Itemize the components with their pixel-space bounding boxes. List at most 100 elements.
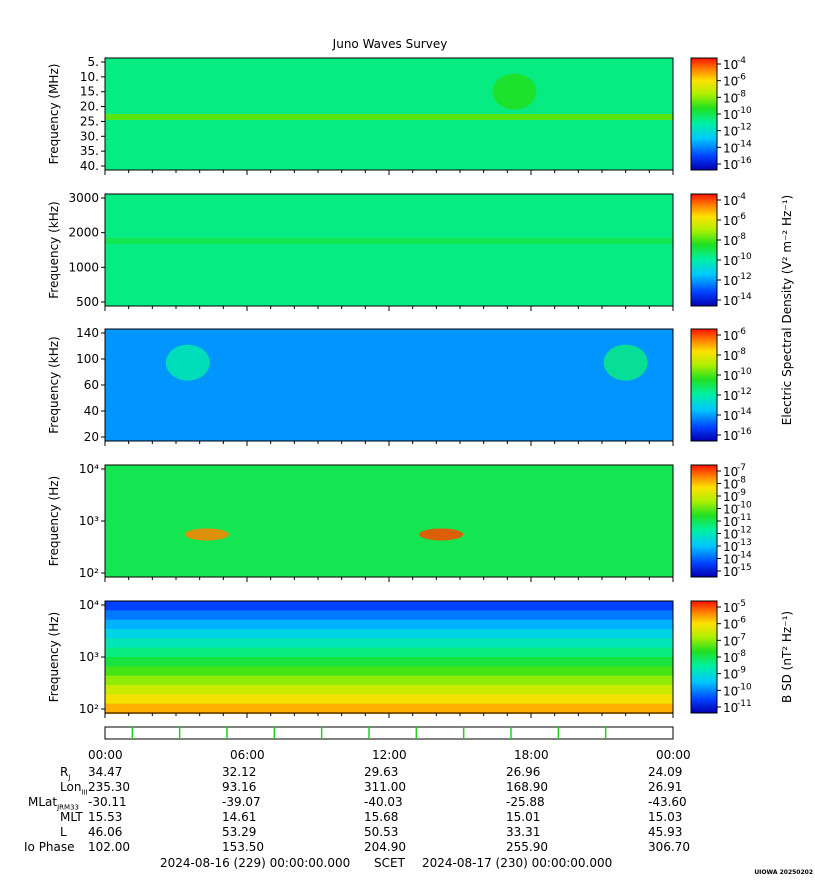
colorbar-tick-base-2-4: 10 [723,409,738,423]
panel-band-1-0 [105,237,673,244]
colorbar-tick-exp-2-4: -14 [737,407,752,417]
ephemeris-value-3-2: 15.68 [364,810,399,824]
colorbar-tick-exp-2-1: -8 [737,347,746,357]
colorbar-tick-base-3-7: 10 [723,553,738,567]
colorbar-tick-base-4-4: 10 [723,668,738,682]
y-tick-label-1-1: 2000 [68,226,99,240]
ephemeris-value-0-4: 24.09 [648,765,683,779]
y-tick-label-0-5: 30. [80,129,99,143]
panel-feature-0-1 [492,73,537,110]
panel-gradient-4-0 [105,601,673,612]
ephemeris-label-5: Io Phase [24,840,75,854]
colorbar-1 [690,193,718,307]
y-tick-label-3-2: 10² [79,566,99,580]
ephemeris-value-1-1: 93.16 [222,780,257,794]
colorbar-tick-base-3-2: 10 [723,490,738,504]
colorbar-tick-base-1-2: 10 [723,234,738,248]
colorbar-tick-exp-4-6: -11 [737,699,752,709]
y-tick-label-1-2: 1000 [68,260,99,274]
colorbar-tick-base-3-1: 10 [723,478,738,492]
colorbar-tick-exp-3-5: -12 [737,526,752,536]
colorbar-0 [690,57,718,171]
panel-background-1 [105,194,673,306]
panel-gradient-4-5 [105,647,673,658]
ephemeris-value-3-0: 15.53 [88,810,123,824]
y-tick-label-1-3: 500 [76,295,99,309]
ephemeris-value-2-0: -30.11 [88,795,127,809]
colorbar-tick-base-3-5: 10 [723,528,738,542]
colorbar-tick-base-3-4: 10 [723,515,738,529]
stamp: UIOWA 20250202 [754,869,813,876]
colorbar-tick-exp-3-7: -14 [737,551,752,561]
colorbar-tick-exp-2-5: -16 [737,427,752,437]
ephemeris-value-1-2: 311.00 [364,780,406,794]
colorbar-tick-exp-4-3: -8 [737,649,746,659]
colorbar-tick-base-4-1: 10 [723,618,738,632]
footer-start-time: 2024-08-16 (229) 00:00:00.000 [160,856,351,870]
colorbar-tick-exp-4-2: -7 [737,632,746,642]
colorbar-tick-base-0-3: 10 [723,108,738,122]
colorbar-tick-base-4-6: 10 [723,701,738,715]
colorbar-tick-exp-4-4: -9 [737,666,746,676]
y-tick-label-4-0: 10⁴ [79,598,99,612]
ephemeris-value-2-3: -25.88 [506,795,545,809]
colorbar-tick-exp-1-1: -6 [737,212,746,222]
colorbar-tick-base-3-8: 10 [723,565,738,579]
colorbar-tick-base-2-5: 10 [723,429,738,443]
ephemeris-value-4-2: 50.53 [364,825,399,839]
colorbar-tick-exp-0-1: -6 [737,73,746,83]
ephemeris-label-1: LonIII [60,780,88,797]
colorbar-tick-base-3-3: 10 [723,503,738,517]
footer-end-time: 2024-08-17 (230) 00:00:00.000 [422,856,613,870]
colorbar-tick-exp-0-3: -10 [737,106,752,116]
y-axis-label-3: Frequency (Hz) [47,476,61,567]
panel-gradient-4-11 [105,703,673,714]
panel-background-3 [105,465,673,577]
colorbar-tick-exp-2-0: -6 [737,327,746,337]
panel-feature-2-0 [165,344,210,381]
ephemeris-value-2-2: -40.03 [364,795,403,809]
ephemeris-value-5-0: 102.00 [88,840,130,854]
colorbar-tick-exp-3-3: -10 [737,501,752,511]
colorbar-tick-exp-2-2: -10 [737,367,752,377]
colorbar-tick-base-3-0: 10 [723,465,738,479]
y-tick-label-2-1: 100 [76,352,99,366]
time-tick-label-4: 00:00 [656,748,691,762]
colorbar-tick-exp-3-8: -15 [737,563,752,573]
panel-gradient-4-9 [105,685,673,696]
y-tick-label-0-1: 10. [80,70,99,84]
ephemeris-label-3: MLT [60,810,83,824]
ephemeris-value-0-2: 29.63 [364,765,399,779]
footer-scet: SCET [374,856,405,870]
panel-gradient-4-1 [105,610,673,621]
ephemeris-value-2-4: -43.60 [648,795,687,809]
ephemeris-value-4-1: 53.29 [222,825,257,839]
ephemeris-value-5-2: 204.90 [364,840,406,854]
colorbar-tick-exp-0-6: -16 [737,156,752,166]
y-tick-label-0-4: 25. [80,114,99,128]
colorbar-tick-base-4-3: 10 [723,651,738,665]
ephemeris-value-0-1: 32.12 [222,765,257,779]
colorbar-tick-base-1-3: 10 [723,254,738,268]
ephemeris-value-4-0: 46.06 [88,825,123,839]
ephemeris-value-4-3: 33.31 [506,825,541,839]
panel-gradient-4-8 [105,675,673,686]
colorbar-4 [690,600,718,714]
colorbar-tick-exp-0-2: -8 [737,89,746,99]
time-tick-label-0: 00:00 [88,748,123,762]
colorbar-tick-base-2-1: 10 [723,349,738,363]
colorbar-tick-base-3-6: 10 [723,540,738,554]
y-tick-label-2-2: 60 [84,378,99,392]
time-tick-label-2: 12:00 [372,748,407,762]
colorbar-tick-exp-1-2: -8 [737,232,746,242]
panel-gradient-4-2 [105,619,673,630]
colorbar-tick-exp-4-0: -5 [737,599,746,609]
panel-gradient-4-10 [105,694,673,705]
colorbar-tick-exp-1-0: -4 [737,192,746,202]
ephemeris-sublabel-0: J [68,773,71,782]
ephemeris-value-0-0: 34.47 [88,765,123,779]
y-tick-label-1-0: 3000 [68,191,99,205]
colorbar-3 [690,464,718,578]
colorbar-tick-base-4-0: 10 [723,601,738,615]
colorbar-tick-base-1-5: 10 [723,294,738,308]
